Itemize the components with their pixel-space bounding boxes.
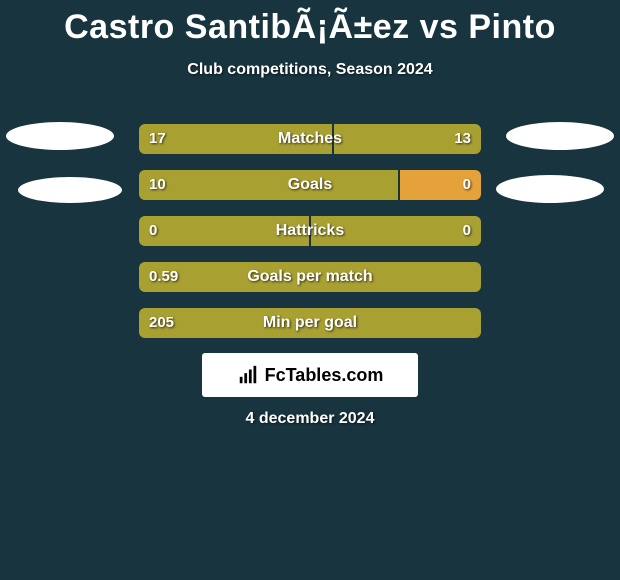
player1-avatar-bottom	[18, 177, 122, 203]
date-label: 4 december 2024	[0, 410, 620, 428]
player2-avatar-top	[506, 122, 614, 150]
stat-label: Matches	[139, 124, 481, 154]
stat-label: Goals	[139, 170, 481, 200]
stat-label: Goals per match	[139, 262, 481, 292]
stat-row: 00Hattricks	[139, 216, 481, 246]
stat-label: Min per goal	[139, 308, 481, 338]
player2-avatar-bottom	[496, 175, 604, 203]
stat-row: 0.59Goals per match	[139, 262, 481, 292]
stat-label: Hattricks	[139, 216, 481, 246]
comparison-chart: 1713Matches 100Goals 00Hattricks 0.59Goals …	[139, 124, 481, 354]
page-title: Castro SantibÃ¡Ã±ez vs Pinto	[0, 0, 620, 47]
stat-row: 205Min per goal	[139, 308, 481, 338]
comparison-card: Castro SantibÃ¡Ã±ez vs Pinto Club compet…	[0, 0, 620, 580]
chart-icon	[237, 364, 259, 386]
page-subtitle: Club competitions, Season 2024	[0, 61, 620, 79]
logo-text: FcTables.com	[265, 365, 384, 386]
logo-badge: FcTables.com	[202, 353, 418, 397]
stat-row: 1713Matches	[139, 124, 481, 154]
stat-row: 100Goals	[139, 170, 481, 200]
player1-avatar-top	[6, 122, 114, 150]
